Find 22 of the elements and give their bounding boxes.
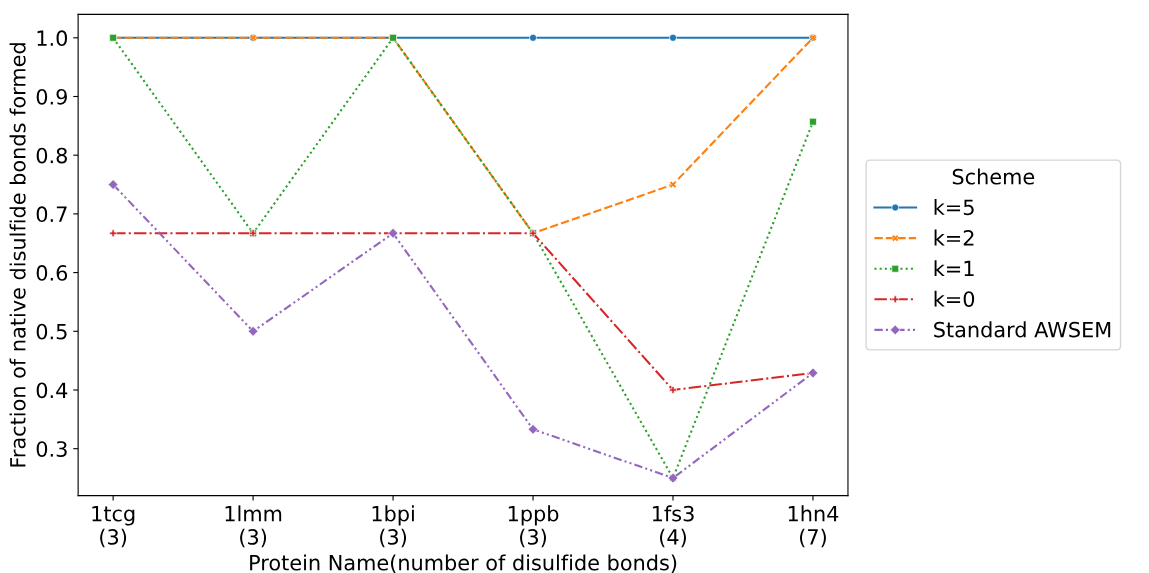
y-axis-title: Fraction of native disulfide bonds formed — [9, 43, 26, 467]
x-tick-label: 1bpi (3) — [372, 505, 414, 548]
x-tick-label: 1hn4 (7) — [788, 505, 839, 548]
x-tick-label: 1tcg (3) — [92, 506, 135, 548]
x-tick-label: 1lmm (3) — [225, 505, 282, 548]
y-tick-label: 1.0 — [37, 30, 68, 47]
y-tick-label: 0.3 — [36, 441, 67, 457]
x-tick-label: 1ppb (3) — [508, 505, 559, 548]
legend-label: k=1 — [934, 260, 974, 277]
legend-label: Standard AWSEM — [934, 321, 1111, 338]
legend-label: k=5 — [934, 199, 974, 216]
x-axis-title: Protein Name(number of disulfide bonds) — [250, 554, 677, 573]
legend-label: k=0 — [934, 290, 975, 307]
y-tick-label: 0.9 — [36, 88, 67, 105]
y-tick-label: 0.6 — [36, 265, 68, 281]
x-tick-label: 1fs3 (4) — [652, 505, 694, 548]
y-tick-label: 0.4 — [36, 382, 68, 399]
y-tick-label: 0.5 — [36, 323, 67, 340]
legend-label: k=2 — [934, 229, 974, 246]
y-tick-label: 0.7 — [36, 206, 67, 223]
legend-title: Scheme — [952, 168, 1035, 185]
y-tick-label: 0.8 — [36, 147, 67, 164]
